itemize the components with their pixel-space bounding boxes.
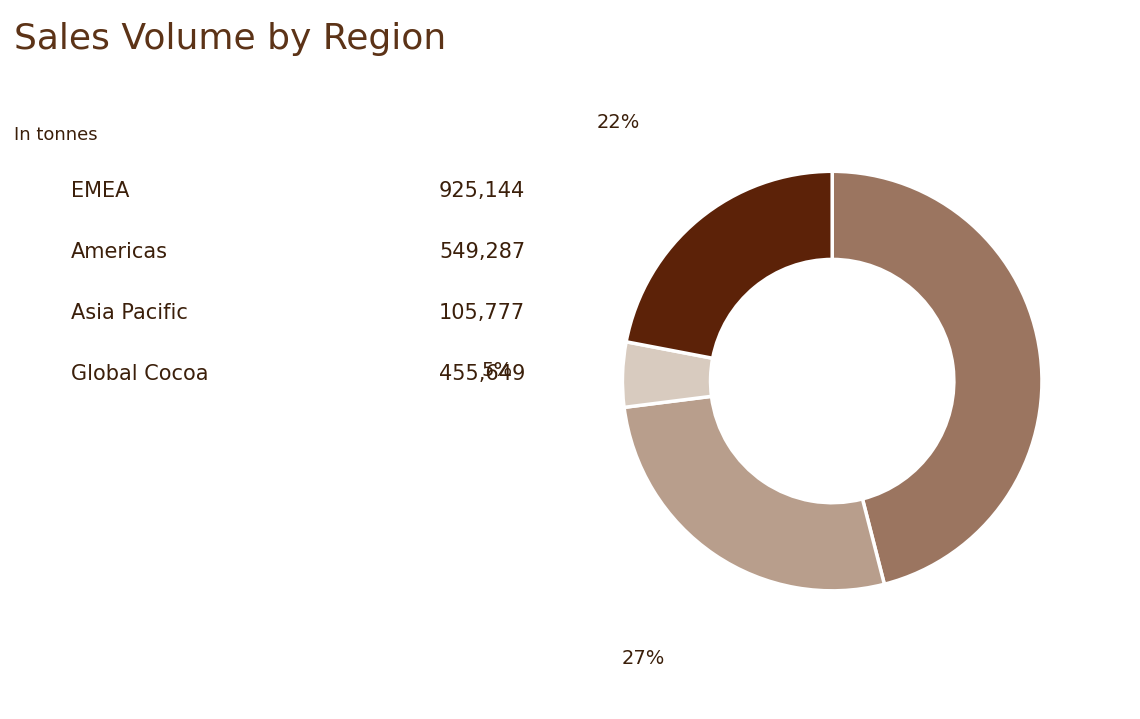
Text: 27%: 27% bbox=[621, 649, 666, 668]
Text: 549,287: 549,287 bbox=[439, 242, 526, 262]
Text: 5%: 5% bbox=[481, 361, 512, 380]
Text: EMEA: EMEA bbox=[71, 180, 129, 201]
Text: In tonnes: In tonnes bbox=[14, 126, 97, 144]
Wedge shape bbox=[622, 342, 712, 408]
Wedge shape bbox=[626, 171, 832, 358]
Text: Global Cocoa: Global Cocoa bbox=[71, 364, 209, 384]
Text: 925,144: 925,144 bbox=[439, 180, 526, 201]
Wedge shape bbox=[624, 396, 885, 591]
Text: Asia Pacific: Asia Pacific bbox=[71, 303, 188, 323]
Text: 105,777: 105,777 bbox=[439, 303, 526, 323]
Text: 22%: 22% bbox=[596, 113, 640, 132]
Text: Americas: Americas bbox=[71, 242, 168, 262]
Text: Sales Volume by Region: Sales Volume by Region bbox=[14, 22, 446, 55]
Text: 455,649: 455,649 bbox=[439, 364, 526, 384]
Wedge shape bbox=[832, 171, 1042, 585]
